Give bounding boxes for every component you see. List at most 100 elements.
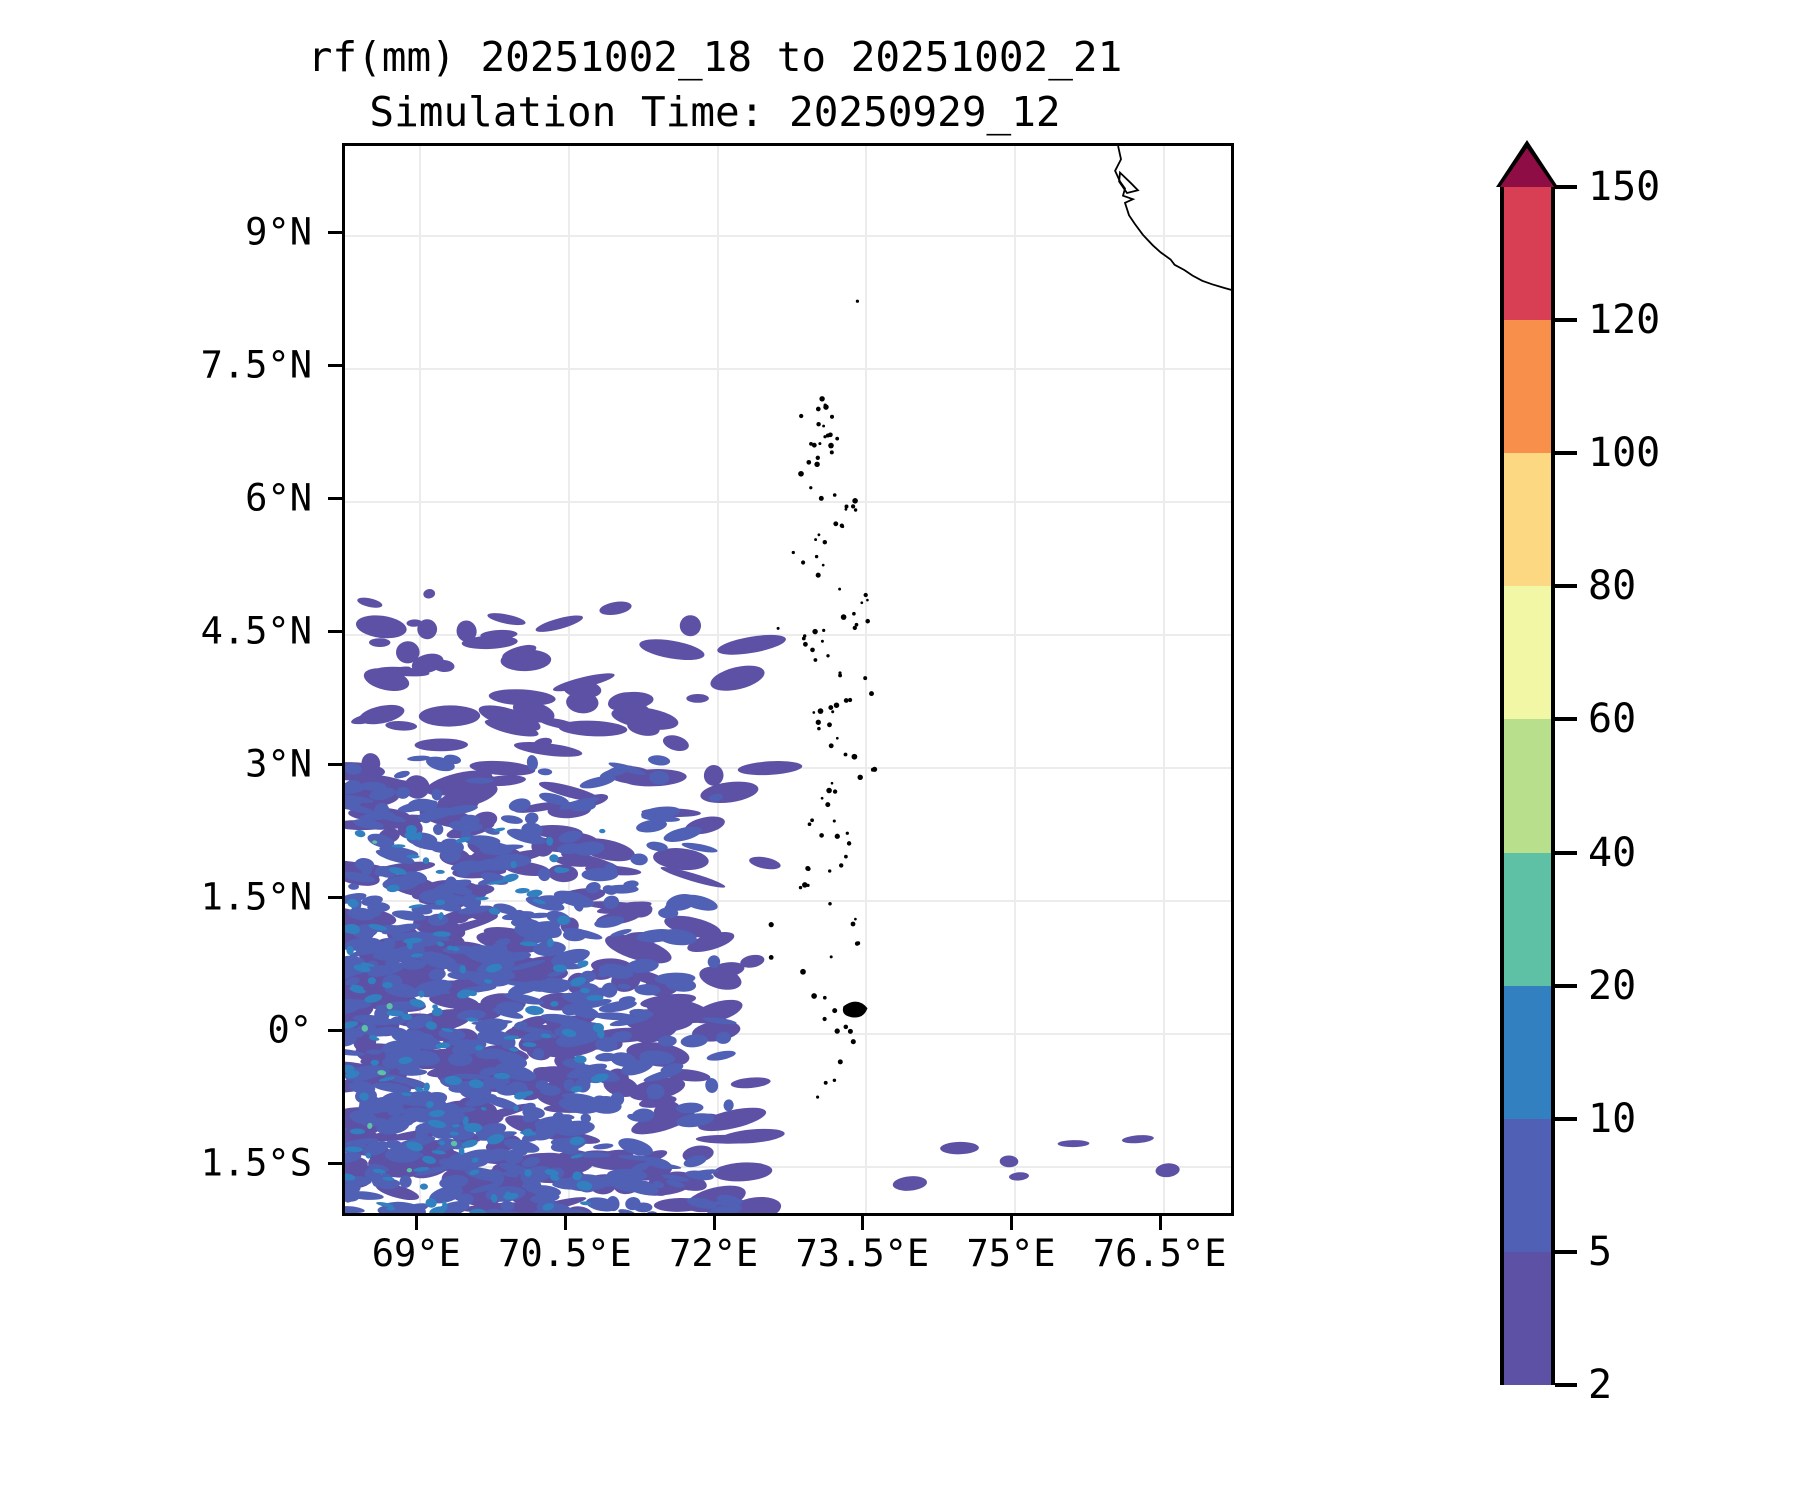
rainfall-cell-5-10mm xyxy=(522,1102,536,1112)
colorbar-band xyxy=(1504,187,1551,321)
rainfall-cell-5-10mm xyxy=(387,1104,403,1114)
map-plot-area xyxy=(345,146,1231,1213)
colorbar-tick-label: 120 xyxy=(1588,297,1661,344)
rainfall-cell-5-10mm xyxy=(495,1063,537,1082)
atoll-island xyxy=(850,1039,856,1045)
atoll-island xyxy=(806,459,812,465)
gridline-horizontal xyxy=(345,500,1231,503)
rainfall-cell-10-20mm xyxy=(351,984,364,990)
rainfall-cell-5-10mm xyxy=(676,1113,715,1128)
atoll-island xyxy=(863,592,868,598)
rainfall-cell-5-10mm xyxy=(401,1108,425,1122)
rainfall-cell-5-10mm xyxy=(360,862,373,876)
rainfall-cell-5-10mm xyxy=(345,1206,365,1213)
rainfall-cell-5-10mm xyxy=(564,1099,587,1108)
rainfall-cell-5-10mm xyxy=(448,820,483,832)
gridline-vertical xyxy=(568,146,570,1213)
atoll-island xyxy=(828,705,834,711)
rainfall-cell-5-10mm xyxy=(641,814,681,822)
rainfall-cell-2-5mm xyxy=(710,665,765,691)
rainfall-cell-5-10mm xyxy=(345,1032,357,1047)
colorbar-tick xyxy=(1555,983,1577,988)
atoll-island xyxy=(832,493,837,497)
atoll-island xyxy=(847,1028,853,1034)
rainfall-cell-2-5mm xyxy=(456,620,477,642)
rainfall-cell-10-20mm xyxy=(455,836,471,843)
rainfall-cell-5-10mm xyxy=(431,788,443,801)
rainfall-cell-5-10mm xyxy=(497,1051,528,1069)
rainfall-cell-5-10mm xyxy=(662,1174,690,1182)
rainfall-cell-2-5mm xyxy=(484,719,539,737)
rainfall-cell-5-10mm xyxy=(358,1098,392,1114)
rainfall-cell-10-20mm xyxy=(349,1128,366,1135)
rainfall-cell-5-10mm xyxy=(663,826,703,843)
rainfall-cell-10-20mm xyxy=(372,1168,386,1174)
rainfall-cell-2-5mm xyxy=(527,705,540,714)
rainfall-cell-5-10mm xyxy=(406,1152,424,1160)
rainfall-cell-5-10mm xyxy=(465,777,494,784)
x-axis-tick xyxy=(564,1216,567,1230)
colorbar-tick xyxy=(1555,1383,1577,1387)
rainfall-cell-10-20mm xyxy=(408,904,424,909)
rainfall-cell-2-5mm xyxy=(500,649,552,672)
rainfall-cell-10-20mm xyxy=(464,1122,483,1133)
rainfall-cell-10-20mm xyxy=(488,907,501,915)
rainfall-cell-10-20mm xyxy=(418,990,425,998)
colorbar-tick xyxy=(1555,850,1577,855)
colorbar-tick xyxy=(1555,717,1577,722)
rainfall-cell-5-10mm xyxy=(389,1016,407,1025)
y-axis-tick-label: 4.5°N xyxy=(200,609,312,653)
rainfall-cell-2-5mm xyxy=(469,760,536,776)
rainfall-cell-5-10mm xyxy=(564,1209,586,1213)
colorbar-tick-label: 80 xyxy=(1588,563,1637,610)
atoll-island xyxy=(815,572,821,578)
rainfall-cell-10-20mm xyxy=(345,1146,363,1153)
rainfall-cell-2-5mm xyxy=(639,639,705,660)
rainfall-cell-10-20mm xyxy=(347,898,359,908)
colorbar[interactable] xyxy=(1500,187,1555,1385)
rainfall-cell-5-10mm xyxy=(558,830,582,844)
rainfall-cell-5-10mm xyxy=(345,1151,362,1164)
rainfall-cell-5-10mm xyxy=(464,835,501,847)
rainfall-cell-5-10mm xyxy=(558,797,600,810)
rainfall-cell-10-20mm xyxy=(515,887,530,894)
rainfall-cell-5-10mm xyxy=(526,755,538,771)
rainfall-cell-5-10mm xyxy=(692,1169,719,1176)
rainfall-cell-5-10mm xyxy=(428,968,446,981)
atoll-island xyxy=(829,450,834,455)
rainfall-cell-10-20mm xyxy=(431,1150,446,1155)
rainfall-cell-5-10mm xyxy=(664,977,697,992)
rainfall-cell-20-40mm xyxy=(450,1140,458,1147)
atoll-island xyxy=(815,455,820,460)
rainfall-cell-5-10mm xyxy=(529,1185,562,1197)
y-axis-tick-label: 0° xyxy=(267,1008,312,1052)
atoll-island xyxy=(829,955,833,959)
rainfall-cell-10-20mm xyxy=(540,1033,552,1039)
rainfall-cell-5-10mm xyxy=(573,841,605,856)
rainfall-cell-5-10mm xyxy=(345,795,363,808)
x-axis-tick-label: 69°E xyxy=(371,1232,461,1275)
rainfall-cell-10-20mm xyxy=(493,827,506,832)
rainfall-cell-10-20mm xyxy=(429,1206,447,1213)
rainfall-cell-10-20mm xyxy=(359,1092,369,1101)
rainfall-cell-5-10mm xyxy=(459,1084,492,1100)
rainfall-cell-10-20mm xyxy=(438,1042,451,1049)
rainfall-cell-2-5mm xyxy=(703,765,724,786)
rainfall-cell-10-20mm xyxy=(442,1201,448,1211)
rainfall-cell-5-10mm xyxy=(345,998,372,1010)
chart-title-line2: Simulation Time: 20250929_12 xyxy=(369,88,1061,136)
rainfall-cell-10-20mm xyxy=(371,1036,380,1041)
rainfall-cell-5-10mm xyxy=(379,846,419,857)
rainfall-cell-5-10mm xyxy=(508,798,531,812)
atoll-island xyxy=(843,698,849,703)
x-axis-tick-label: 76.5°E xyxy=(1092,1232,1227,1275)
rainfall-cell-5-10mm xyxy=(404,871,428,884)
rainfall-cell-5-10mm xyxy=(479,843,514,856)
rainfall-cell-5-10mm xyxy=(660,1063,684,1074)
gridline-horizontal xyxy=(345,1165,1231,1168)
atoll-island xyxy=(820,639,824,643)
rainfall-cell-5-10mm xyxy=(535,1122,548,1134)
rainfall-cell-2-5mm xyxy=(737,761,803,776)
rainfall-cell-5-10mm xyxy=(680,1034,708,1048)
rainfall-cell-5-10mm xyxy=(585,882,601,894)
